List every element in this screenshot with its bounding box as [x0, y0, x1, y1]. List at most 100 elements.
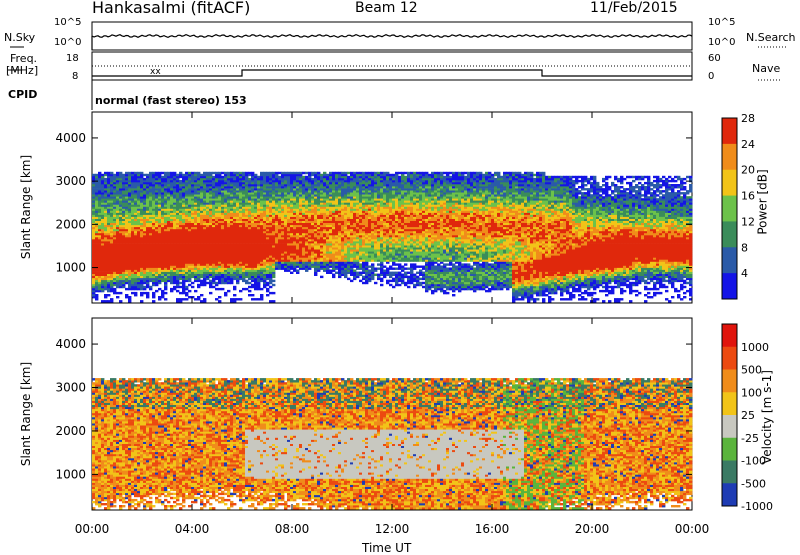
power-cell — [197, 243, 200, 245]
power-cell — [263, 272, 266, 274]
power-cell — [176, 227, 179, 229]
power-cell — [254, 243, 257, 245]
power-cell — [257, 259, 260, 261]
power-cell — [308, 243, 311, 245]
power-cell — [194, 243, 197, 245]
power-cell — [218, 266, 221, 268]
power-cell — [344, 194, 347, 196]
power-cell — [308, 211, 311, 213]
power-cell — [356, 233, 359, 235]
power-cell — [359, 255, 362, 257]
power-cell — [251, 266, 254, 268]
power-cell — [167, 204, 170, 206]
power-cell — [140, 300, 143, 302]
power-cell — [335, 211, 338, 213]
power-cell — [263, 194, 266, 196]
power-cell — [131, 288, 134, 290]
power-cell — [131, 223, 134, 225]
power-cell — [95, 217, 98, 219]
power-cell — [116, 276, 119, 278]
power-cell — [359, 188, 362, 190]
power-cell — [101, 184, 104, 186]
power-cell — [188, 239, 191, 241]
power-cell — [158, 233, 161, 235]
power-cell — [299, 178, 302, 180]
power-cell — [260, 184, 263, 186]
power-cell — [137, 282, 140, 284]
power-cell — [347, 194, 350, 196]
power-cell — [200, 233, 203, 235]
power-cell — [110, 233, 113, 235]
power-cell — [92, 211, 95, 213]
power-cell — [317, 259, 320, 261]
power-cell — [230, 200, 233, 202]
power-cell — [335, 227, 338, 229]
power-cell — [332, 194, 335, 196]
power-cell — [347, 176, 350, 178]
power-cell — [95, 243, 98, 245]
power-cell — [134, 188, 137, 190]
power-cell — [311, 223, 314, 225]
power-cell — [173, 288, 176, 290]
power-cell — [236, 200, 239, 202]
power-cell — [290, 259, 293, 261]
power-cell — [356, 255, 359, 257]
power-cell — [233, 249, 236, 251]
power-cell — [251, 204, 254, 206]
power-cell — [155, 276, 158, 278]
noise-trace — [92, 35, 692, 38]
power-cell — [215, 217, 218, 219]
power-cell — [191, 282, 194, 284]
power-cell — [110, 194, 113, 196]
power-cell — [341, 217, 344, 219]
power-cell — [350, 266, 353, 268]
power-cell — [167, 172, 170, 174]
power-cell — [185, 266, 188, 268]
power-cell — [101, 217, 104, 219]
power-cell — [353, 172, 356, 174]
power-cell — [143, 292, 146, 294]
power-cell — [248, 223, 251, 225]
power-cell — [347, 188, 350, 190]
power-cell — [212, 188, 215, 190]
power-cell — [263, 172, 266, 174]
power-cell — [230, 266, 233, 268]
power-cell — [164, 239, 167, 241]
power-cell — [302, 266, 305, 268]
power-cell — [110, 259, 113, 261]
power-cell — [296, 249, 299, 251]
power-cell — [92, 288, 95, 290]
power-cell — [110, 282, 113, 284]
power-cell — [350, 184, 353, 186]
power-cell — [191, 194, 194, 196]
power-cell — [278, 211, 281, 213]
power-cell — [293, 266, 296, 268]
power-cell — [167, 255, 170, 257]
power-cell — [149, 266, 152, 268]
power-cell — [122, 204, 125, 206]
power-cell — [152, 172, 155, 174]
power-cell — [287, 172, 290, 174]
power-cell — [245, 188, 248, 190]
power-cell — [206, 211, 209, 213]
power-cell — [341, 184, 344, 186]
power-cell — [191, 184, 194, 186]
power-cell — [188, 172, 191, 174]
power-cell — [185, 259, 188, 261]
power-cell — [227, 217, 230, 219]
power-cell — [218, 243, 221, 245]
power-cell — [197, 211, 200, 213]
power-cell — [116, 217, 119, 219]
power-cell — [179, 211, 182, 213]
power-cell — [281, 211, 284, 213]
power-cell — [101, 200, 104, 202]
power-cell — [296, 184, 299, 186]
power-cell — [149, 227, 152, 229]
power-cell — [281, 194, 284, 196]
power-cell — [95, 174, 98, 176]
power-cell — [128, 288, 131, 290]
power-cell — [245, 259, 248, 261]
power-cell — [95, 288, 98, 290]
power-cell — [266, 239, 269, 241]
power-cell — [173, 217, 176, 219]
